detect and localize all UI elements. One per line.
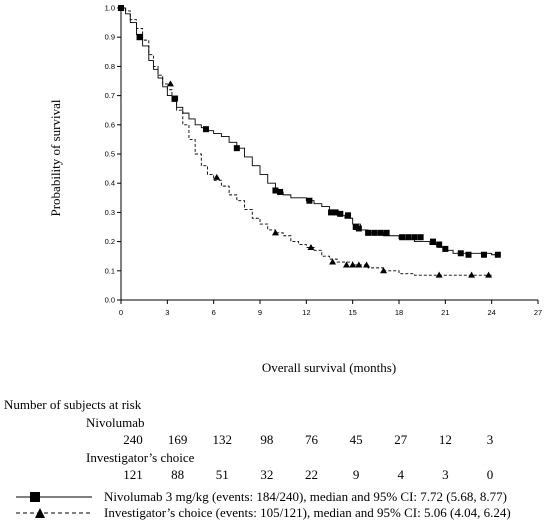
- risk-row-nivolumab: 240 169 132 98 76 45 27 12 3: [0, 432, 547, 448]
- legend-label-investigator: Investigator’s choice (events: 105/121),…: [104, 505, 511, 520]
- y-tick-label: 0.3: [105, 208, 115, 217]
- risk-count: 121: [123, 467, 143, 482]
- y-tick-label: 0.6: [105, 120, 115, 129]
- x-tick-label: 24: [487, 308, 495, 317]
- series-0-marker: [355, 225, 362, 232]
- legend-swatch-nivolumab: [16, 492, 92, 502]
- x-tick-label: 21: [441, 308, 449, 317]
- legend-label-nivolumab: Nivolumab 3 mg/kg (events: 184/240), med…: [104, 489, 507, 504]
- y-axis-label-box: Probability of survival: [47, 58, 65, 258]
- series-0-marker: [337, 210, 344, 217]
- series-0-marker: [411, 234, 418, 241]
- risk-arm-name-nivolumab: Nivolumab: [86, 415, 145, 430]
- series-1-marker: [355, 261, 363, 268]
- x-tick-label: 15: [348, 308, 356, 317]
- risk-count: 3: [442, 467, 449, 482]
- series-0-marker: [417, 234, 424, 241]
- x-tick-label: 0: [119, 308, 123, 317]
- risk-count: 76: [305, 432, 318, 447]
- risk-count: 27: [394, 432, 408, 447]
- risk-table-title: Number of subjects at risk: [4, 397, 142, 412]
- series-1-marker: [117, 4, 125, 11]
- risk-count: 22: [305, 467, 318, 482]
- series-0-marker: [399, 234, 406, 241]
- series-1-marker: [435, 271, 443, 278]
- y-tick-label: 0.9: [105, 33, 115, 42]
- series-1-marker: [380, 267, 388, 274]
- series-line-1: [121, 7, 492, 276]
- series-0-marker: [365, 229, 372, 236]
- series-0-marker: [332, 209, 339, 216]
- series-1-marker: [166, 80, 174, 87]
- risk-count: 45: [349, 432, 363, 447]
- risk-count: 3: [486, 432, 494, 447]
- y-tick-label: 0.2: [105, 237, 115, 246]
- series-0-marker: [405, 234, 412, 241]
- series-1-marker: [342, 261, 350, 268]
- y-tick-label: 0.7: [105, 91, 115, 100]
- y-tick-label: 0.8: [105, 62, 115, 71]
- series-0-marker: [465, 251, 472, 258]
- legend-item-investigator: Investigator’s choice (events: 105/121),…: [0, 504, 547, 522]
- legend-swatch-investigator: [16, 508, 92, 518]
- series-1-marker: [485, 271, 493, 278]
- series-0-marker: [480, 251, 487, 258]
- risk-row-investigator: 121 88 51 32 22 9 4 3 0: [0, 467, 547, 483]
- y-axis-label: Probability of survival: [48, 99, 63, 217]
- risk-count: 0: [486, 467, 494, 482]
- x-tick-label: 3: [165, 308, 169, 317]
- series-1-marker: [213, 173, 221, 180]
- series-1-marker: [271, 229, 279, 236]
- series-0-marker: [202, 126, 209, 133]
- risk-count: 132: [212, 432, 233, 447]
- series-0-marker: [272, 187, 279, 194]
- x-tick-label: 9: [258, 308, 262, 317]
- series-0-marker: [442, 245, 449, 252]
- series-0-marker: [377, 229, 384, 236]
- risk-count: 98: [260, 432, 274, 447]
- y-tick-label: 0.4: [105, 179, 115, 188]
- y-tick-label: 0.5: [105, 150, 115, 159]
- risk-count: 12: [438, 432, 452, 447]
- series-0-marker: [457, 250, 464, 257]
- series-0-marker: [429, 238, 436, 245]
- series-1-marker: [468, 271, 476, 278]
- survival-plot: 0.0 0.1 0.2 0.3 0.4 0.5 0.6 0.7 0.8 0.9 1.0 0 3 6 9 12 1…: [105, 4, 543, 318]
- series-0-marker: [277, 188, 284, 195]
- series-0-marker: [172, 95, 179, 102]
- risk-count: 88: [171, 467, 185, 482]
- risk-count: 51: [215, 467, 229, 482]
- y-tick-label: 0.1: [105, 266, 115, 275]
- series-0-marker: [383, 229, 390, 236]
- series-0-marker: [136, 34, 143, 41]
- x-tick-label: 6: [212, 308, 216, 317]
- series-1-marker: [329, 258, 337, 265]
- risk-arm-name-investigator: Investigator’s choice: [86, 450, 195, 465]
- y-tick-label: 0.0: [105, 296, 115, 305]
- series-0-marker: [328, 209, 335, 216]
- x-tick-label: 12: [302, 308, 310, 317]
- risk-count: 32: [260, 467, 274, 482]
- series-1-marker: [307, 243, 315, 250]
- series-0-marker: [352, 224, 359, 230]
- series-1-marker: [349, 261, 357, 268]
- series-line-0: [121, 7, 500, 256]
- risk-count: 240: [123, 432, 143, 447]
- legend-item-nivolumab: Nivolumab 3 mg/kg (events: 184/240), med…: [0, 488, 547, 506]
- series-0-marker: [306, 197, 313, 204]
- series-0-marker: [345, 212, 352, 219]
- x-tick-label: 27: [534, 308, 542, 317]
- series-1-marker: [363, 261, 371, 268]
- risk-count: 169: [167, 432, 188, 447]
- series-0-marker: [233, 145, 240, 152]
- series-0-marker: [494, 251, 501, 258]
- x-tick-label: 18: [395, 308, 403, 317]
- risk-count: 4: [397, 467, 405, 482]
- y-tick-label: 1.0: [105, 4, 115, 13]
- x-axis-label: Overall survival (months): [261, 360, 397, 375]
- risk-count: 9: [352, 467, 360, 482]
- series-0-marker: [371, 229, 378, 236]
- series-0-marker: [436, 241, 443, 248]
